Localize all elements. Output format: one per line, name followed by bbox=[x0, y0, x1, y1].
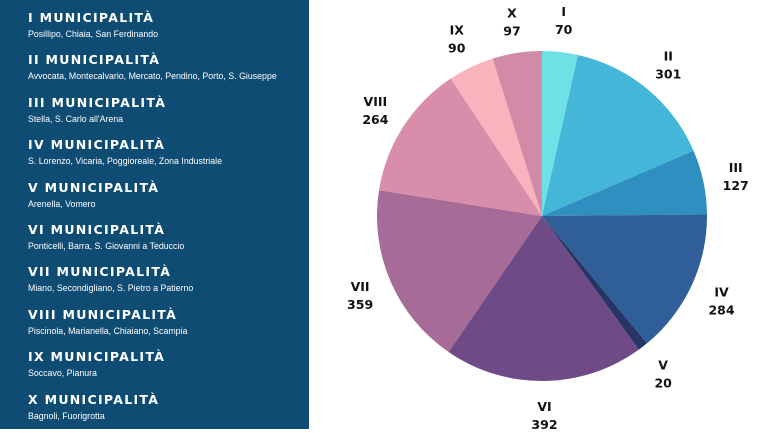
legend-item-title: X MUNICIPALITÀ bbox=[28, 391, 160, 407]
pie-slice-ii bbox=[542, 54, 694, 217]
legend-item-title: VII MUNICIPALITÀ bbox=[28, 264, 172, 280]
legend-item-title: IV MUNICIPALITÀ bbox=[28, 137, 166, 153]
legend-item-areas: Stella, S. Carlo all'Arena bbox=[28, 113, 124, 124]
pie-chart-area: I 70 II 301 III 127 IV 284 V 20 VI 392 VII 359 VIII 264… bbox=[309, 0, 767, 429]
legend-item-title: I MUNICIPALITÀ bbox=[28, 10, 155, 25]
legend-item-ii: II MUNICIPALITÀ Avvocata, Montecalvario,… bbox=[28, 51, 309, 93]
slice-value-v: 20 bbox=[654, 376, 672, 391]
legend-item-ix: IX MUNICIPALITÀ Soccavo, Pianura bbox=[28, 348, 309, 390]
slice-value-iv: 284 bbox=[708, 303, 734, 318]
legend-item-title: III MUNICIPALITÀ bbox=[28, 94, 167, 110]
legend-item-iii: III MUNICIPALITÀ Stella, S. Carlo all'Ar… bbox=[28, 94, 309, 136]
legend-item-viii: VIII MUNICIPALITÀ Piscinola, Marianella,… bbox=[28, 306, 309, 348]
slice-label-ix: IX bbox=[450, 22, 465, 37]
legend-item-i: I MUNICIPALITÀ Posillipo, Chiaia, San Fe… bbox=[28, 9, 309, 51]
pie-labels: I 70 II 301 III 127 IV 284 V 20 VI 392 VII 359 VIII 264… bbox=[347, 4, 749, 429]
legend-item-areas: Avvocata, Montecalvario, Mercato, Pendin… bbox=[28, 71, 277, 82]
pie-slice-ix bbox=[450, 58, 542, 216]
pie-slice-vi bbox=[448, 216, 639, 382]
legend-item-areas: Piscinola, Marianella, Chiaiano, Scampia bbox=[28, 325, 188, 336]
municipality-legend-panel: I MUNICIPALITÀ Posillipo, Chiaia, San Fe… bbox=[0, 0, 309, 429]
legend-item-iv: IV MUNICIPALITÀ S. Lorenzo, Vicaria, Pog… bbox=[28, 136, 309, 178]
slice-value-ix: 90 bbox=[448, 40, 466, 55]
pie-slice-v bbox=[542, 216, 647, 350]
pie-slices bbox=[377, 51, 707, 382]
slice-value-iii: 127 bbox=[723, 178, 749, 193]
pie-slice-iii bbox=[542, 150, 707, 216]
slice-value-vi: 392 bbox=[531, 417, 557, 429]
slice-value-ii: 301 bbox=[655, 66, 681, 81]
slice-label-vii: VII bbox=[351, 279, 370, 294]
slice-value-viii: 264 bbox=[362, 112, 388, 127]
legend-item-title: VI MUNICIPALITÀ bbox=[28, 221, 166, 237]
slice-label-vi: VI bbox=[537, 399, 551, 414]
slice-label-ii: II bbox=[664, 48, 673, 63]
legend-item-title: II MUNICIPALITÀ bbox=[28, 52, 161, 68]
pie-slice-vii bbox=[377, 190, 542, 352]
slice-label-iii: III bbox=[729, 160, 743, 175]
legend-item-x: X MUNICIPALITÀ Bagnoli, Fuorigrotta bbox=[28, 391, 309, 433]
pie-chart: I 70 II 301 III 127 IV 284 V 20 VI 392 VII 359 VIII 264… bbox=[347, 4, 749, 429]
slice-label-viii: VIII bbox=[364, 94, 388, 109]
legend-item-title: IX MUNICIPALITÀ bbox=[28, 349, 166, 365]
pie-slice-viii bbox=[379, 78, 542, 216]
legend-item-areas: Soccavo, Pianura bbox=[28, 368, 97, 379]
slice-label-i: I bbox=[561, 4, 566, 19]
pie-slice-i bbox=[542, 51, 578, 216]
slice-value-i: 70 bbox=[555, 22, 573, 37]
legend-item-areas: Posillipo, Chiaia, San Ferdinando bbox=[28, 29, 159, 39]
legend-item-areas: Miano, Secondigliano, S. Pietro a Patier… bbox=[28, 283, 194, 294]
legend-item-v: V MUNICIPALITÀ Arenella, Vomero bbox=[28, 179, 309, 221]
slice-value-x: 97 bbox=[503, 23, 520, 38]
legend-item-vi: VI MUNICIPALITÀ Ponticelli, Barra, S. Gi… bbox=[28, 221, 309, 263]
pie-slice-x bbox=[492, 51, 542, 216]
slice-value-vii: 359 bbox=[347, 297, 373, 312]
legend-item-vii: VII MUNICIPALITÀ Miano, Secondigliano, S… bbox=[28, 263, 309, 305]
legend-item-areas: Arenella, Vomero bbox=[28, 198, 96, 209]
legend-item-title: VIII MUNICIPALITÀ bbox=[28, 306, 178, 322]
legend-item-areas: Ponticelli, Barra, S. Giovanni a Teducci… bbox=[28, 240, 185, 251]
slice-label-x: X bbox=[507, 5, 517, 20]
slice-label-iv: IV bbox=[714, 285, 729, 300]
legend-item-areas: S. Lorenzo, Vicaria, Poggioreale, Zona I… bbox=[28, 156, 222, 167]
pie-slice-iv bbox=[542, 214, 707, 344]
legend-item-title: V MUNICIPALITÀ bbox=[28, 179, 160, 195]
legend-item-areas: Bagnoli, Fuorigrotta bbox=[28, 410, 105, 421]
slice-label-v: V bbox=[658, 358, 668, 373]
